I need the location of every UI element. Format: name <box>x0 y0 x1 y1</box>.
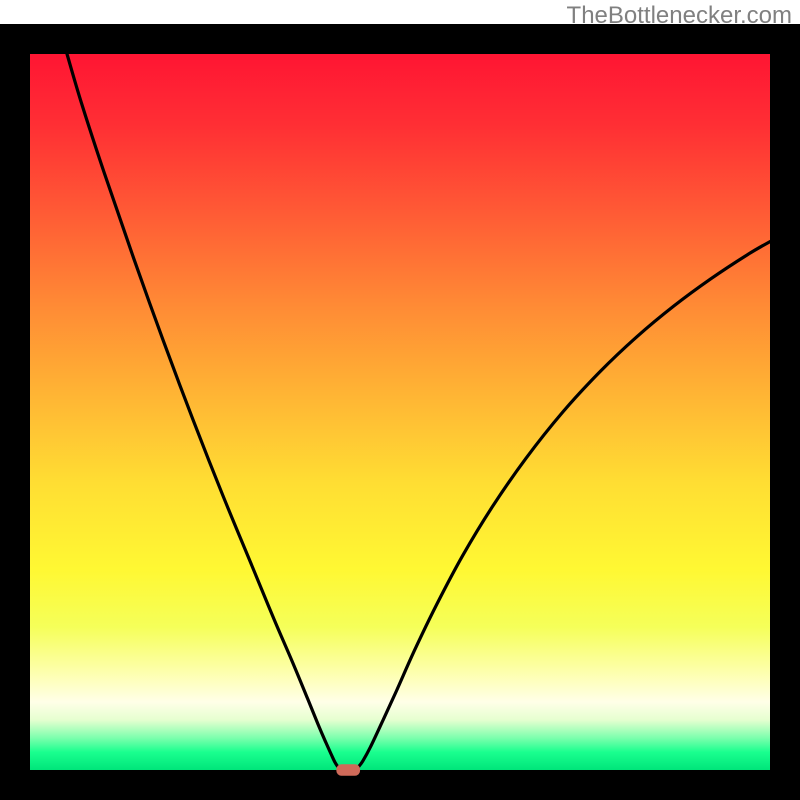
optimum-marker <box>336 764 360 775</box>
bottleneck-chart <box>0 0 800 800</box>
stage: TheBottlenecker.com <box>0 0 800 800</box>
plot-background <box>30 54 770 770</box>
